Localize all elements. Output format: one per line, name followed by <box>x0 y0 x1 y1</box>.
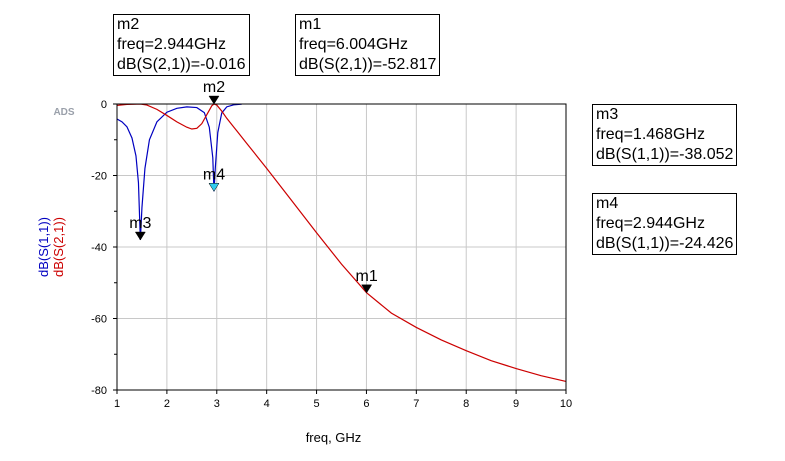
marker-readout-value: dB(S(2,1))=-52.817 <box>299 56 437 73</box>
y-axis-label-s11: dB(S(1,1)) <box>36 217 51 277</box>
y-tick-label: -60 <box>91 314 107 326</box>
marker-label-m2: m2 <box>203 79 225 96</box>
marker-readout-name: m2 <box>117 16 140 33</box>
y-tick-label: 0 <box>101 99 107 111</box>
marker-readout-value: dB(S(1,1))=-24.426 <box>596 235 734 252</box>
marker-label-m4: m4 <box>203 166 225 183</box>
x-tick-label: 6 <box>363 398 369 410</box>
marker-readout-value: dB(S(2,1))=-0.016 <box>117 56 246 73</box>
axes: 1 2 3 4 5 6 7 8 9 10 0 -20 -40 -60 -80 ADS freq, GHz dB(S… <box>36 99 572 445</box>
marker-triangle-m3[interactable] <box>134 231 146 241</box>
marker-triangle-m2[interactable] <box>208 95 220 105</box>
marker-readout-freq: freq=6.004GHz <box>299 36 408 53</box>
marker-readout-freq: freq=2.944GHz <box>117 36 226 53</box>
plot-frame <box>116 103 567 391</box>
x-tick-label: 7 <box>413 398 419 410</box>
series-layer <box>116 103 567 383</box>
marker-readout-value: dB(S(1,1))=-38.052 <box>596 146 734 163</box>
x-axis-label: freq, GHz <box>306 430 362 445</box>
y-tick-label: -20 <box>91 171 107 183</box>
marker-readout-freq: freq=1.468GHz <box>596 126 705 143</box>
marker-triangle-m4[interactable] <box>208 183 220 192</box>
marker-layer: m2 m4 m3 m1 <box>129 79 378 294</box>
marker-label-m3: m3 <box>129 215 151 232</box>
marker-readout-name: m4 <box>596 195 619 212</box>
grid <box>116 103 567 391</box>
marker-readout-name: m1 <box>299 16 322 33</box>
marker-label-m1: m1 <box>356 268 378 285</box>
marker-readout-m3[interactable]: m3 freq=1.468GHz dB(S(1,1))=-38.052 <box>592 104 738 166</box>
x-tick-label: 1 <box>114 398 120 410</box>
ads-brand-label: ADS <box>53 107 74 118</box>
x-tick-label: 8 <box>463 398 469 410</box>
marker-readout-m1[interactable]: m1 freq=6.004GHz dB(S(2,1))=-52.817 <box>295 14 441 76</box>
y-tick-label: -40 <box>91 242 107 254</box>
x-tick-label: 2 <box>164 398 170 410</box>
y-axis-label-s21: dB(S(2,1)) <box>51 217 66 277</box>
y-tick-label: -80 <box>91 385 107 397</box>
marker-readout-m2[interactable]: m2 freq=2.944GHz dB(S(2,1))=-0.016 <box>113 14 250 76</box>
series-line-s11 <box>116 103 242 241</box>
x-tick-label: 10 <box>560 398 572 410</box>
marker-triangle-m1[interactable] <box>361 284 373 294</box>
x-tick-label: 9 <box>513 398 519 410</box>
marker-readout-freq: freq=2.944GHz <box>596 215 705 232</box>
marker-readout-m4[interactable]: m4 freq=2.944GHz dB(S(1,1))=-24.426 <box>592 193 738 255</box>
x-tick-label: 4 <box>264 398 270 410</box>
x-tick-label: 5 <box>313 398 319 410</box>
x-tick-label: 3 <box>214 398 220 410</box>
marker-readout-name: m3 <box>596 106 619 123</box>
series-line-s21 <box>116 103 567 383</box>
